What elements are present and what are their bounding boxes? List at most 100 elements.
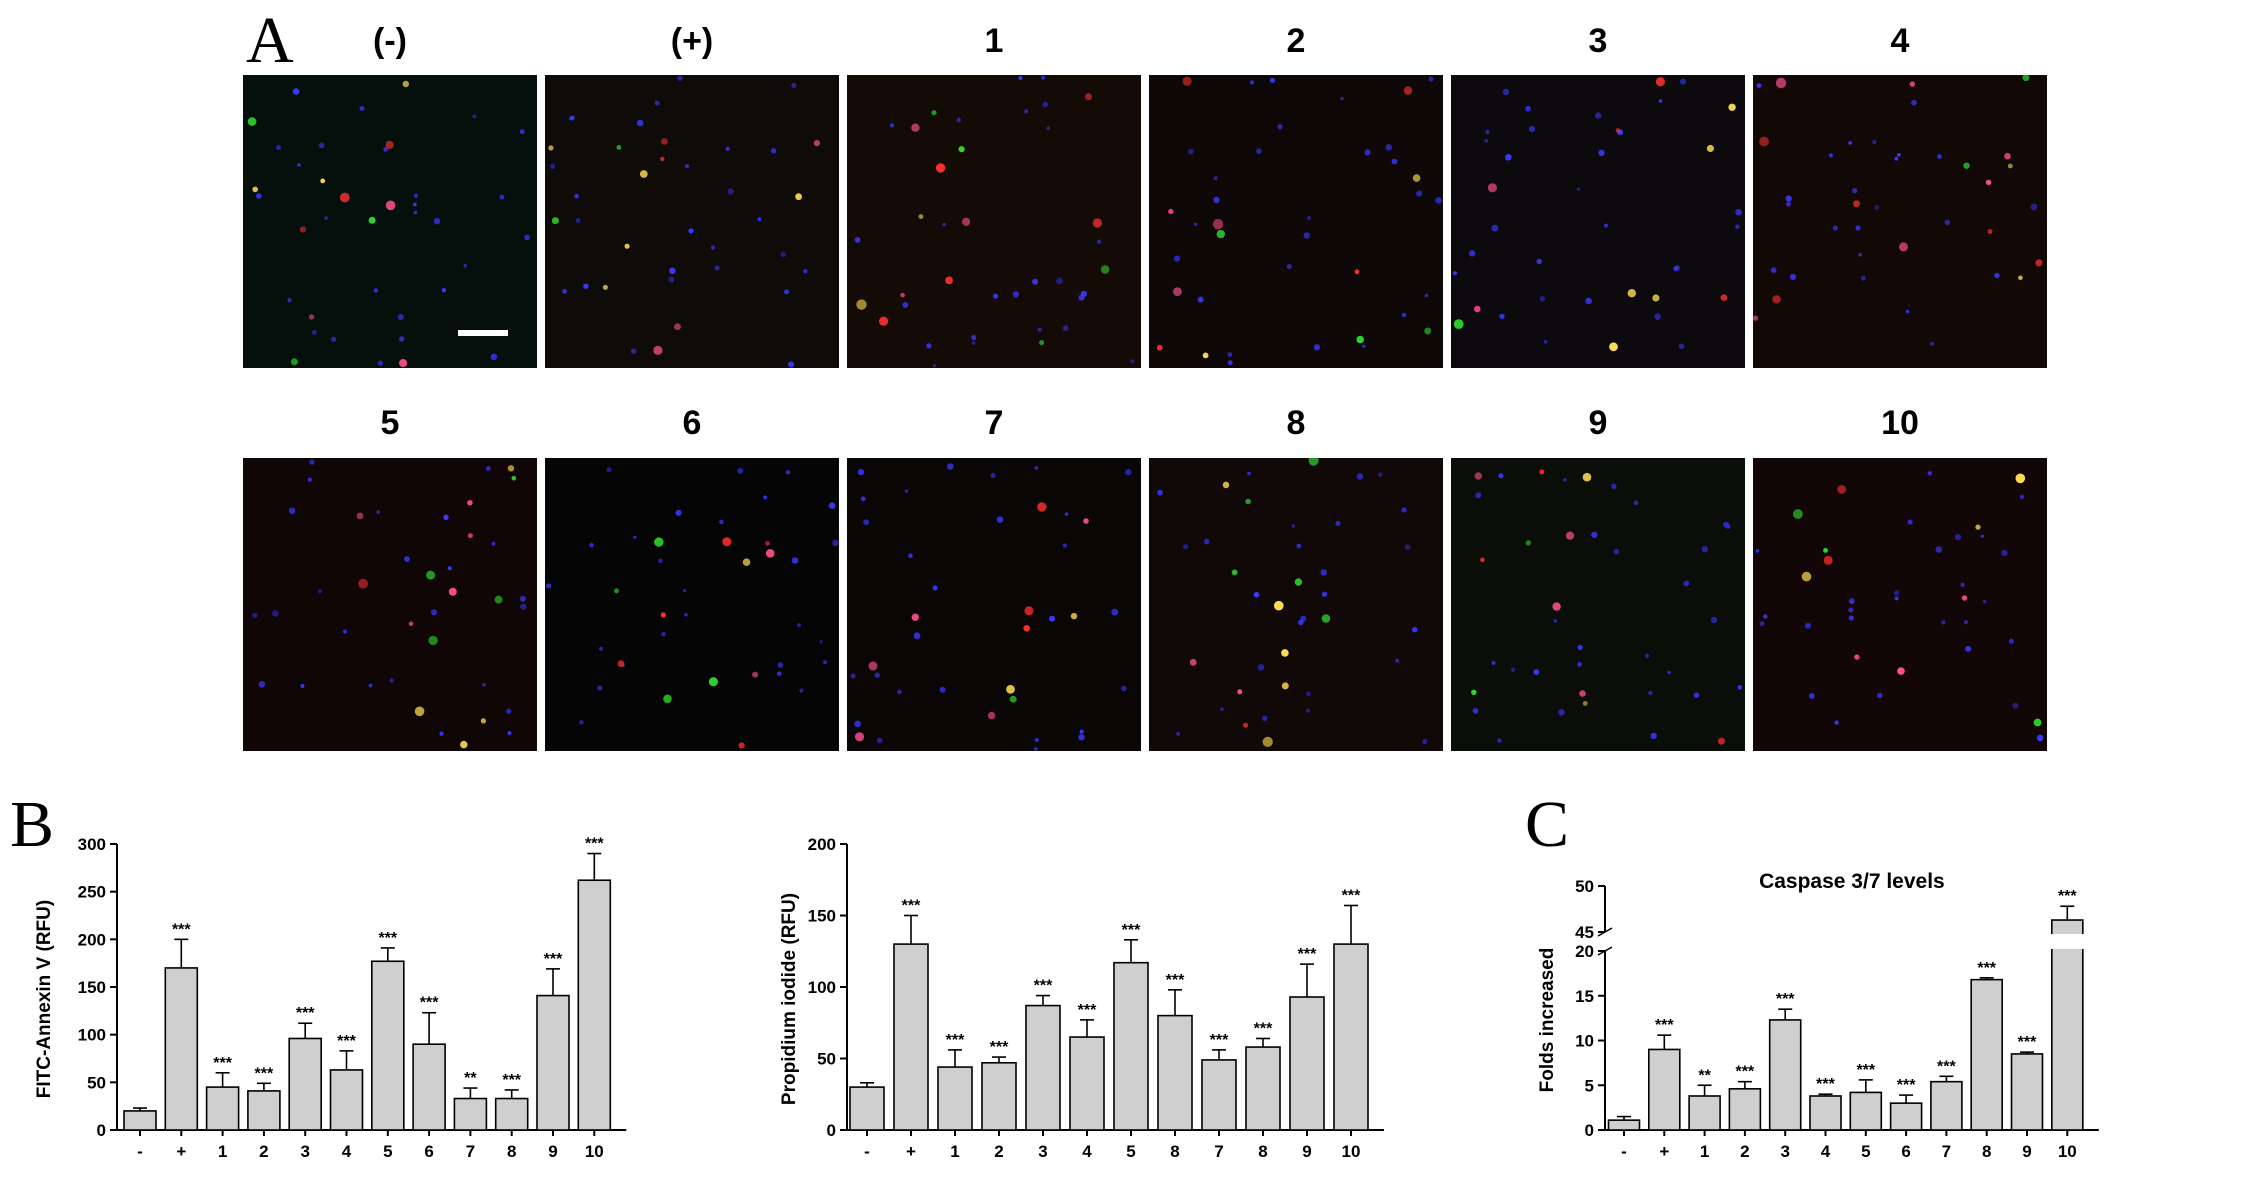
stained-cell (1853, 200, 1860, 208)
stained-cell (1510, 667, 1516, 672)
stained-cell (1563, 478, 1567, 482)
stained-cell (491, 541, 496, 546)
stained-cell (932, 364, 936, 368)
micrograph-image (847, 75, 1141, 368)
stained-cell (1281, 649, 1289, 657)
stained-cell (1474, 305, 1481, 313)
stained-cell (309, 459, 315, 465)
stained-cell (1491, 660, 1496, 665)
stained-cell (1056, 277, 1063, 285)
x-tick-label: 6 (1901, 1142, 1910, 1161)
stained-cell (1930, 341, 1935, 346)
cell-stain-dots (252, 459, 527, 749)
bar (1809, 1095, 1842, 1131)
stained-cell (1274, 600, 1284, 611)
stained-cell (1354, 269, 1360, 275)
stained-cell (1718, 737, 1725, 745)
stained-cell (1041, 75, 1046, 80)
micrograph-label: 4 (1890, 22, 1910, 60)
stained-cell (480, 718, 486, 724)
x-tick-label: - (864, 1142, 870, 1161)
stained-cell (1604, 223, 1608, 228)
stained-cell (1037, 327, 1042, 332)
stained-cell (1499, 313, 1505, 320)
significance-label: *** (172, 921, 191, 938)
stained-cell (308, 314, 315, 320)
significance-label: *** (255, 1065, 274, 1082)
stained-cell (913, 632, 921, 640)
significance-label: *** (213, 1055, 232, 1072)
x-tick-label: 8 (1170, 1142, 1179, 1161)
x-tick-label: 4 (1082, 1142, 1092, 1161)
bar (1930, 1080, 1963, 1131)
significance-label: *** (1655, 1017, 1674, 1034)
stained-cell (1525, 540, 1531, 546)
stained-cell (616, 145, 622, 150)
bar (1648, 1048, 1681, 1131)
stained-cell (1775, 77, 1787, 89)
stained-cell (874, 672, 881, 678)
bar (1245, 1046, 1281, 1131)
y-tick-label: 15 (1575, 987, 1594, 1006)
stained-cell (1121, 685, 1127, 692)
stained-cell (1034, 466, 1039, 470)
stained-cell (633, 535, 637, 539)
significance-label: *** (1937, 1058, 1956, 1075)
x-tick-label: 4 (342, 1142, 352, 1161)
stained-cell (1294, 578, 1303, 586)
stained-cell (1848, 598, 1855, 605)
stained-cell (1189, 658, 1197, 666)
stained-cell (1296, 543, 1302, 549)
stained-cell (2008, 638, 2014, 644)
stained-cell (896, 689, 902, 695)
significance-label: *** (1856, 1062, 1875, 1079)
stained-cell (776, 671, 782, 677)
stained-cell (1525, 105, 1531, 112)
stained-cell (996, 516, 1004, 523)
bar (893, 943, 929, 1131)
y-tick-label: 100 (808, 978, 836, 997)
stained-cell (956, 117, 961, 123)
stained-cell (828, 502, 836, 509)
bar-break-gap (2049, 934, 2085, 949)
significance-label: *** (1210, 1032, 1229, 1049)
significance-label: *** (585, 836, 604, 853)
x-tick-label: 5 (1861, 1142, 1870, 1161)
cell-stain-dots (1452, 77, 1742, 352)
stained-cell (583, 283, 589, 289)
bar (370, 960, 405, 1131)
stained-cell (1182, 76, 1192, 86)
stained-cell (1262, 715, 1268, 721)
stained-cell (1212, 219, 1224, 230)
stained-cell (1092, 218, 1102, 228)
stained-cell (441, 288, 446, 293)
stained-cell (1655, 77, 1665, 87)
stained-cell (1078, 734, 1085, 741)
x-tick-label: 3 (300, 1142, 309, 1161)
stained-cell (660, 156, 665, 162)
stained-cell (1401, 312, 1407, 318)
stained-cell (722, 537, 732, 547)
stained-cell (757, 217, 762, 222)
x-tick-label: 3 (1780, 1142, 1789, 1161)
stained-cell (1286, 264, 1292, 270)
stained-cell (1049, 615, 1055, 622)
panel-label-b: B (10, 788, 55, 861)
stained-cell (1533, 669, 1540, 675)
stained-cell (1755, 549, 1760, 553)
cell-stain-dots (1157, 458, 1428, 747)
bar (1157, 1014, 1193, 1131)
stained-cell (1216, 229, 1225, 239)
stained-cell (1012, 291, 1020, 298)
stained-cell (1037, 502, 1047, 512)
stained-cell (725, 146, 730, 151)
x-tick-label: 9 (1302, 1142, 1311, 1161)
micrograph-image (1149, 458, 1443, 751)
stained-cell (738, 742, 745, 749)
stained-cell (971, 341, 976, 345)
micrograph-label: (+) (670, 22, 714, 60)
x-tick-label: 10 (1342, 1142, 1361, 1161)
stained-cell (1539, 296, 1546, 302)
stained-cell (1858, 252, 1862, 257)
y-axis-label: FITC-Annexin V (RFU) (34, 900, 55, 1098)
